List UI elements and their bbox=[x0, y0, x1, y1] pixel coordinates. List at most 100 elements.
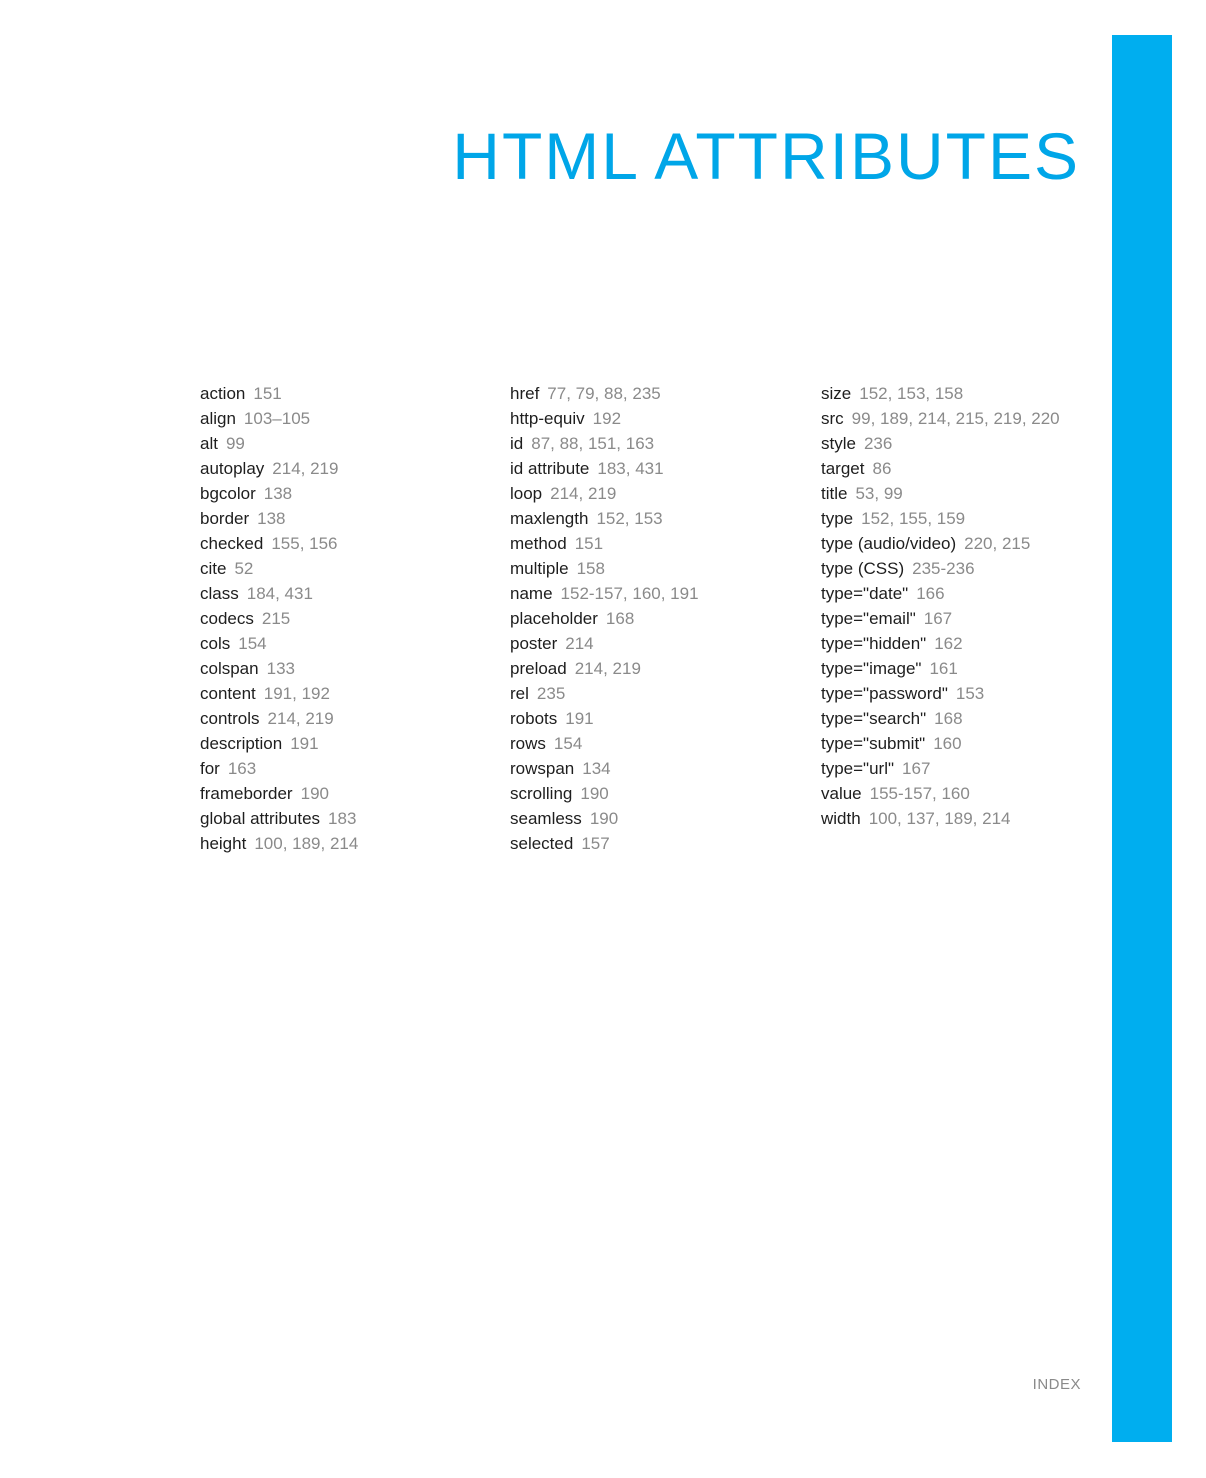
index-entry: http-equiv 192 bbox=[510, 406, 699, 431]
index-page-numbers: 215 bbox=[261, 609, 291, 628]
index-term: type="password" bbox=[821, 684, 948, 703]
index-entry: action 151 bbox=[200, 381, 358, 406]
index-page-numbers: 53, 99 bbox=[855, 484, 903, 503]
index-entry: selected 157 bbox=[510, 831, 699, 856]
index-term: maxlength bbox=[510, 509, 589, 528]
index-entry: alt 99 bbox=[200, 431, 358, 456]
index-entry: type (CSS) 235-236 bbox=[821, 556, 1060, 581]
index-term: rows bbox=[510, 734, 546, 753]
index-page-numbers: 52 bbox=[234, 559, 254, 578]
index-page-numbers: 86 bbox=[872, 459, 892, 478]
index-page-numbers: 214, 219 bbox=[272, 459, 339, 478]
index-term: value bbox=[821, 784, 862, 803]
index-page-numbers: 191, 192 bbox=[263, 684, 330, 703]
footer-section-label: INDEX bbox=[1032, 1376, 1081, 1393]
index-page-numbers: 77, 79, 88, 235 bbox=[547, 384, 661, 403]
index-page-numbers: 214, 219 bbox=[574, 659, 641, 678]
index-entry: bgcolor 138 bbox=[200, 481, 358, 506]
index-term: type="image" bbox=[821, 659, 922, 678]
index-term: id attribute bbox=[510, 459, 590, 478]
index-term: align bbox=[200, 409, 236, 428]
index-term: target bbox=[821, 459, 865, 478]
index-entry: multiple 158 bbox=[510, 556, 699, 581]
index-term: loop bbox=[510, 484, 543, 503]
index-page-numbers: 157 bbox=[581, 834, 610, 853]
index-entry: type="submit" 160 bbox=[821, 731, 1060, 756]
index-entry: description 191 bbox=[200, 731, 358, 756]
index-term: autoplay bbox=[200, 459, 265, 478]
index-page-numbers: 190 bbox=[300, 784, 329, 803]
index-page-numbers: 134 bbox=[582, 759, 611, 778]
index-term: name bbox=[510, 584, 553, 603]
index-page-numbers: 161 bbox=[929, 659, 958, 678]
index-entry: cite 52 bbox=[200, 556, 358, 581]
index-page-numbers: 220, 215 bbox=[964, 534, 1031, 553]
index-entry: type="password" 153 bbox=[821, 681, 1060, 706]
index-column-2: href 77, 79, 88, 235 http-equiv 192 id 87, 88… bbox=[510, 381, 699, 856]
index-term: rel bbox=[510, 684, 529, 703]
index-term: type="hidden" bbox=[821, 634, 927, 653]
index-term: placeholder bbox=[510, 609, 598, 628]
index-page-numbers: 155, 156 bbox=[271, 534, 338, 553]
index-page-numbers: 160 bbox=[933, 734, 962, 753]
index-term: src bbox=[821, 409, 844, 428]
index-term: cols bbox=[200, 634, 231, 653]
index-entry: codecs 215 bbox=[200, 606, 358, 631]
index-entry: size 152, 153, 158 bbox=[821, 381, 1060, 406]
index-term: type="email" bbox=[821, 609, 916, 628]
index-page-numbers: 153 bbox=[955, 684, 985, 703]
index-entry: preload 214, 219 bbox=[510, 656, 699, 681]
index-entry: poster 214 bbox=[510, 631, 699, 656]
index-term: for bbox=[200, 759, 220, 778]
index-entry: width 100, 137, 189, 214 bbox=[821, 806, 1060, 831]
index-column-3: size 152, 153, 158 src 99, 189, 214, 215, 2… bbox=[821, 381, 1060, 831]
index-page-numbers: 99 bbox=[225, 434, 245, 453]
index-page-numbers: 138 bbox=[263, 484, 293, 503]
index-term: type="url" bbox=[821, 759, 895, 778]
index-entry: rel 235 bbox=[510, 681, 699, 706]
index-entry: colspan 133 bbox=[200, 656, 358, 681]
index-page-numbers: 151 bbox=[253, 384, 282, 403]
index-page-numbers: 167 bbox=[923, 609, 953, 628]
index-term: href bbox=[510, 384, 540, 403]
index-entry: type 152, 155, 159 bbox=[821, 506, 1060, 531]
index-entry: robots 191 bbox=[510, 706, 699, 731]
index-page-numbers: 235-236 bbox=[912, 559, 975, 578]
index-entry: frameborder 190 bbox=[200, 781, 358, 806]
index-term: type bbox=[821, 509, 854, 528]
index-page-numbers: 152, 153, 158 bbox=[859, 384, 964, 403]
index-page-numbers: 167 bbox=[902, 759, 931, 778]
index-term: seamless bbox=[510, 809, 582, 828]
index-term: scrolling bbox=[510, 784, 573, 803]
index-entry: global attributes 183 bbox=[200, 806, 358, 831]
index-entry: title 53, 99 bbox=[821, 481, 1060, 506]
index-entry: type="email" 167 bbox=[821, 606, 1060, 631]
index-term: multiple bbox=[510, 559, 569, 578]
index-page-numbers: 183, 431 bbox=[597, 459, 664, 478]
index-column-1: action 151 align 103–105 alt 99 autoplay 214, 2… bbox=[200, 381, 358, 856]
index-entry: align 103–105 bbox=[200, 406, 358, 431]
index-page-numbers: 152-157, 160, 191 bbox=[560, 584, 699, 603]
index-term: colspan bbox=[200, 659, 259, 678]
index-entry: name 152-157, 160, 191 bbox=[510, 581, 699, 606]
index-entry: height 100, 189, 214 bbox=[200, 831, 358, 856]
index-entry: type (audio/video) 220, 215 bbox=[821, 531, 1060, 556]
index-page-numbers: 138 bbox=[257, 509, 286, 528]
page-title: HTML ATTRIBUTES bbox=[452, 119, 1080, 193]
index-entry: id attribute 183, 431 bbox=[510, 456, 699, 481]
index-entry: content 191, 192 bbox=[200, 681, 358, 706]
index-page-numbers: 214, 219 bbox=[267, 709, 334, 728]
index-entry: class 184, 431 bbox=[200, 581, 358, 606]
edge-color-bar bbox=[1112, 35, 1172, 1442]
index-page-numbers: 191 bbox=[290, 734, 319, 753]
index-page-numbers: 158 bbox=[576, 559, 605, 578]
index-term: cite bbox=[200, 559, 227, 578]
index-page-numbers: 183 bbox=[328, 809, 357, 828]
index-page-numbers: 103–105 bbox=[243, 409, 311, 428]
index-page-numbers: 152, 153 bbox=[596, 509, 663, 528]
index-term: style bbox=[821, 434, 856, 453]
index-page-numbers: 190 bbox=[580, 784, 609, 803]
index-term: bgcolor bbox=[200, 484, 256, 503]
index-page-numbers: 235 bbox=[536, 684, 566, 703]
index-page-numbers: 168 bbox=[934, 709, 963, 728]
